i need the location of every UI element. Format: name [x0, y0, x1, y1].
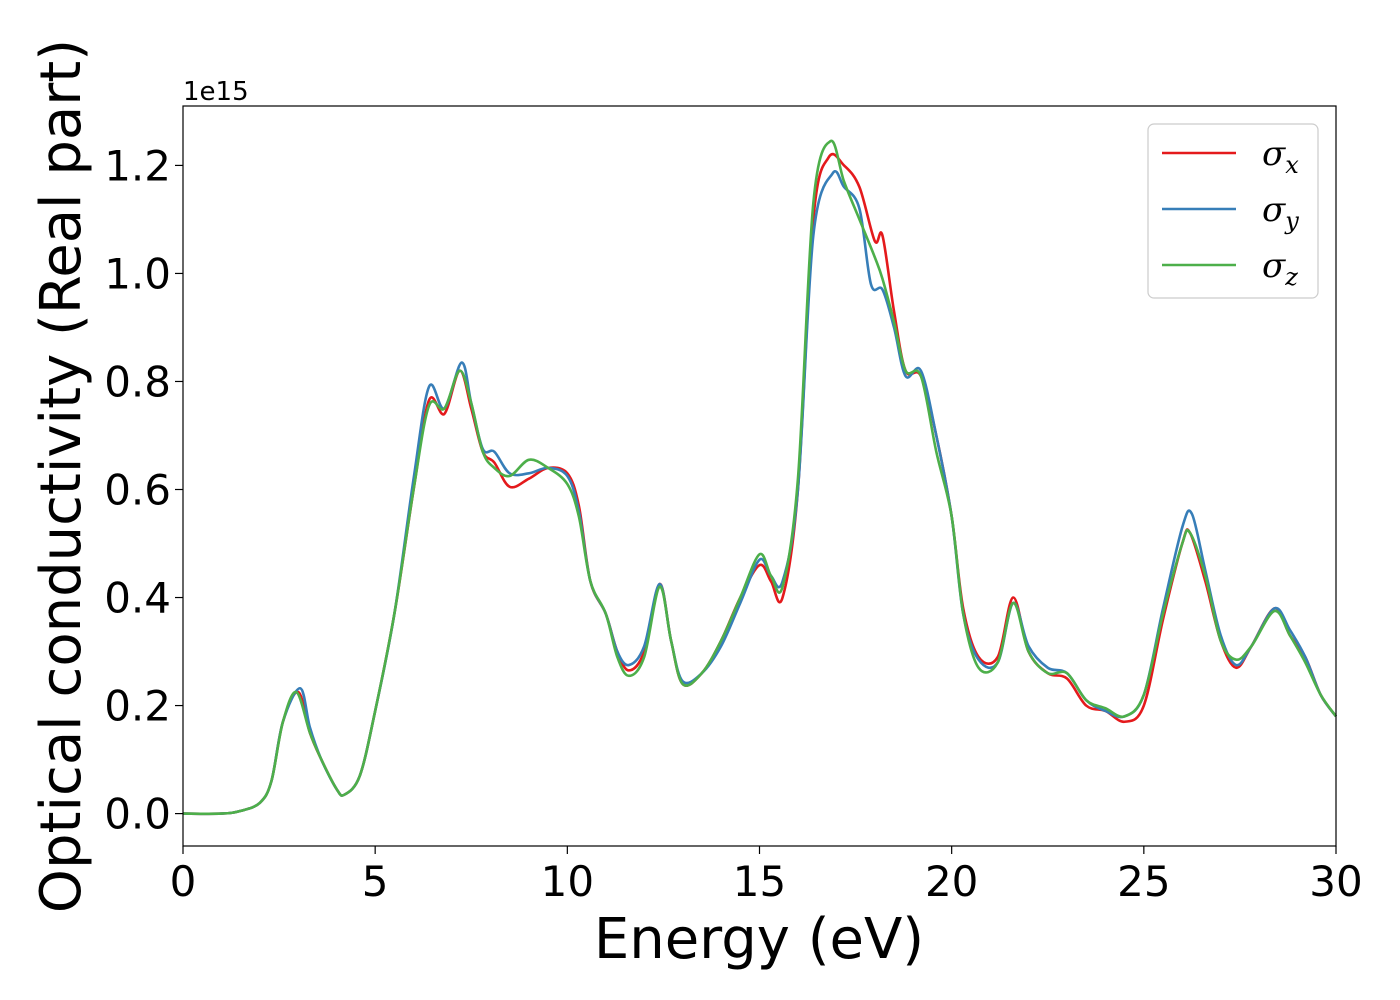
y-tick-label: 0.2: [104, 682, 171, 731]
x-tick-label: 5: [362, 857, 389, 906]
series-layer: [182, 139, 1338, 816]
x-tick-label: 20: [925, 857, 978, 906]
legend-label-x: σx: [1262, 134, 1299, 179]
x-axis-label: Energy (eV): [594, 907, 924, 972]
y-tick-label: 1.2: [104, 141, 171, 190]
x-tick-label: 15: [733, 857, 786, 906]
y-axis-ticks: 0.0 0.2 0.4 0.6 0.8 1.0 1.2: [104, 141, 183, 839]
y-tick-label: 0.0: [104, 790, 171, 839]
y-tick-label: 0.4: [104, 574, 171, 623]
x-tick-label: 30: [1309, 857, 1362, 906]
y-offset-label: 1e15: [183, 77, 249, 107]
y-tick-label: 1.0: [104, 249, 171, 298]
x-axis-ticks: 0 5 10 15 20 25 30: [170, 846, 1363, 906]
legend: σx σy σz: [1147, 123, 1319, 299]
y-tick-label: 0.8: [104, 357, 171, 406]
x-tick-label: 0: [170, 857, 197, 906]
x-tick-label: 25: [1117, 857, 1170, 906]
series-line-z: [182, 139, 1338, 816]
y-tick-label: 0.6: [104, 466, 171, 515]
legend-box: [1147, 123, 1319, 299]
legend-label-y: σy: [1262, 190, 1299, 235]
legend-label-z: σz: [1262, 246, 1298, 291]
x-tick-label: 10: [541, 857, 594, 906]
y-axis-label: Optical conductivity (Real part): [29, 39, 94, 913]
